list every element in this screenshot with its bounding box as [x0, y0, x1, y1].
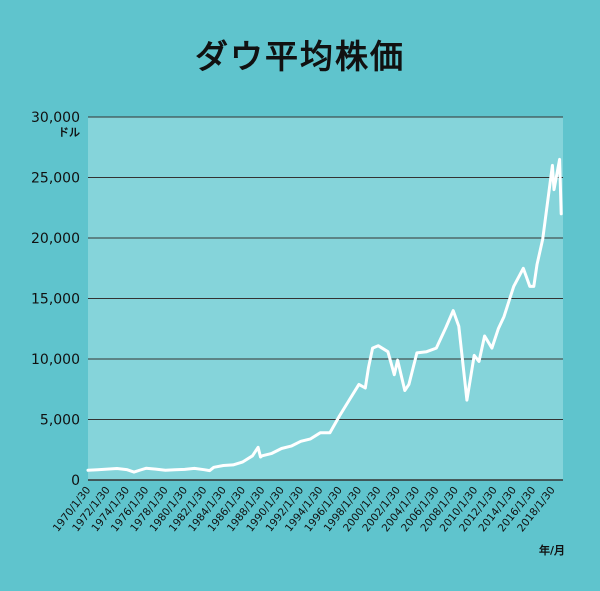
y-tick-label: 15,000: [31, 292, 80, 308]
y-tick-label: 10,000: [31, 352, 80, 368]
y-axis-label: ドル: [58, 126, 80, 139]
chart-title: ダウ平均株価: [195, 37, 405, 76]
y-tick-label: 20,000: [31, 231, 80, 247]
x-axis-label: 年/月: [539, 543, 565, 557]
y-tick-label: 30,000: [31, 110, 80, 126]
series-line: [86, 157, 563, 474]
y-tick-label: 0: [71, 473, 80, 489]
y-tick-label: 25,000: [31, 171, 80, 187]
y-tick-label: 5,000: [40, 413, 80, 429]
